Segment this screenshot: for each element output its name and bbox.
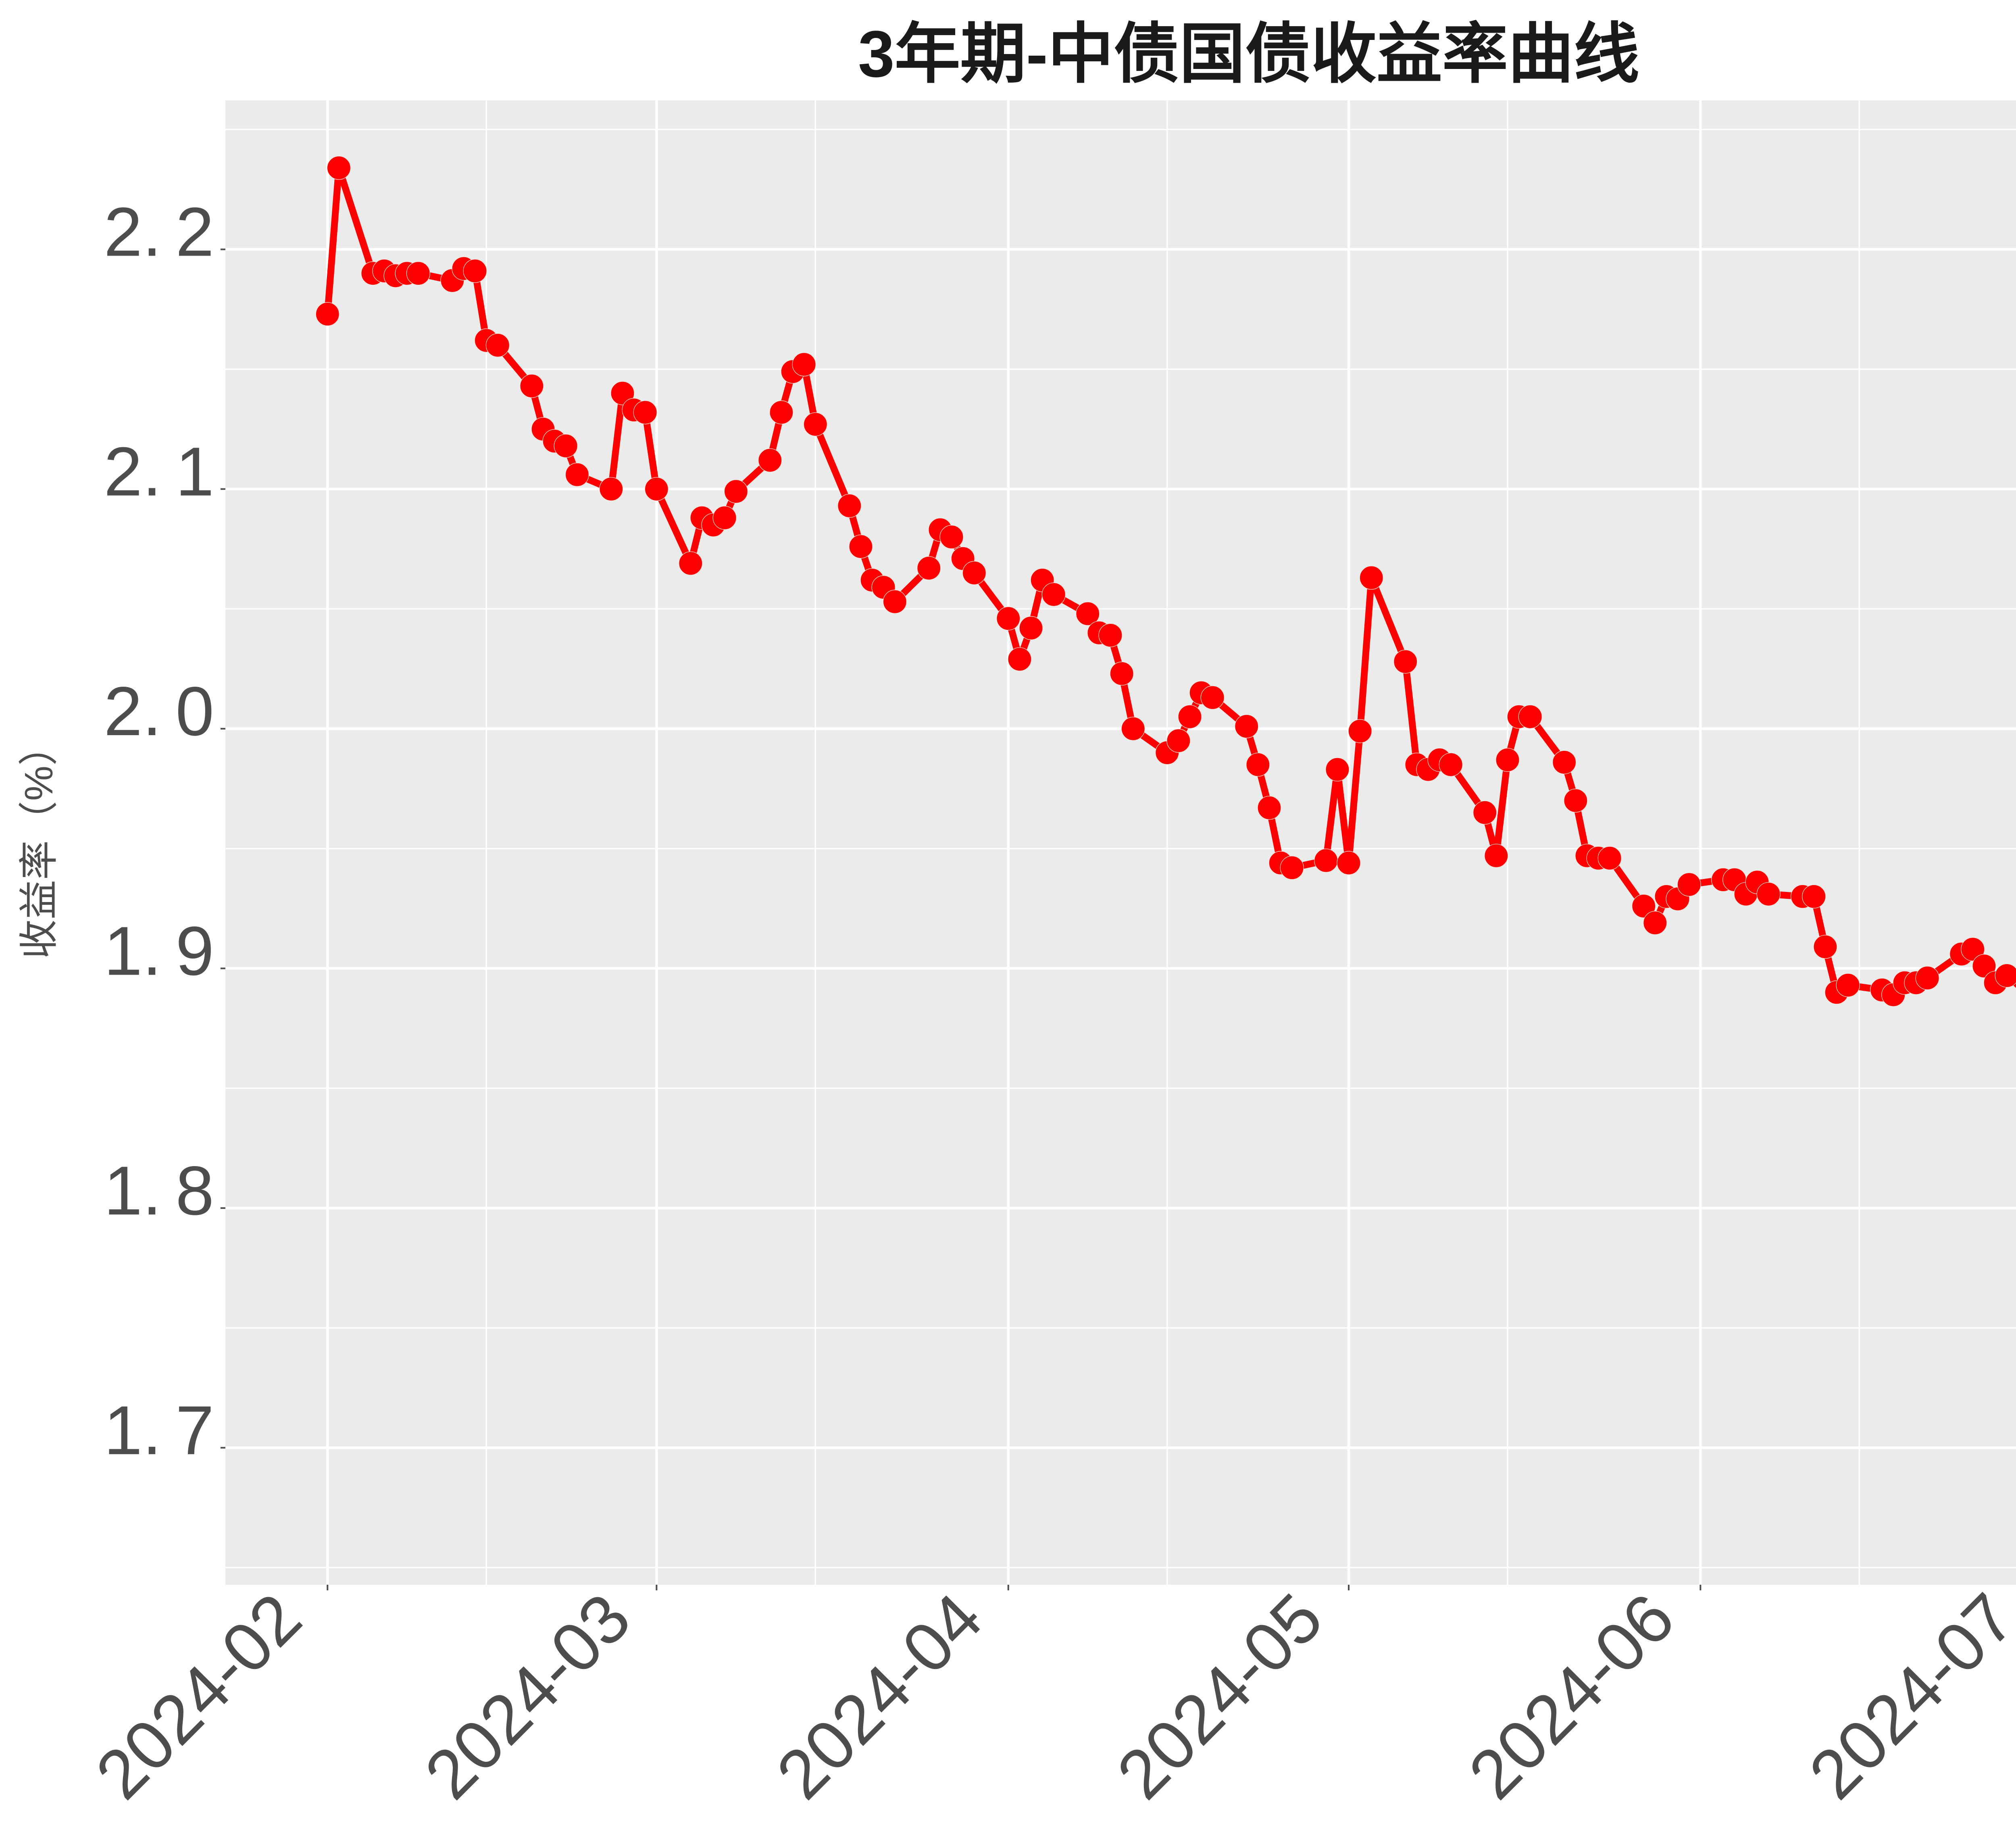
svg-text:1. 7: 1. 7 xyxy=(104,1392,214,1469)
svg-text:2. 0: 2. 0 xyxy=(104,673,214,750)
svg-text:3年期-中债国债收益率曲线: 3年期-中债国债收益率曲线 xyxy=(858,17,1639,91)
svg-text:1. 9: 1. 9 xyxy=(104,913,214,990)
svg-text:收益率（%）: 收益率（%） xyxy=(17,726,61,959)
svg-text:2. 2: 2. 2 xyxy=(104,193,214,271)
svg-text:1. 8: 1. 8 xyxy=(104,1152,214,1229)
svg-text:2. 1: 2. 1 xyxy=(104,433,214,510)
